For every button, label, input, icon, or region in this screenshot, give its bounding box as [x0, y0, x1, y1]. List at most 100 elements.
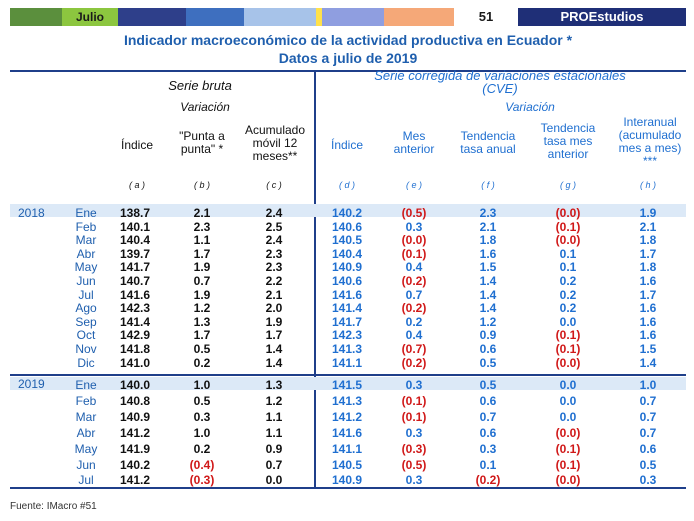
value-cell-c: 2.1: [265, 287, 283, 302]
header-serie-corregida-line1: Serie corregida de variaciones estaciona…: [374, 68, 626, 83]
header-serie-bruta: Serie bruta: [168, 78, 232, 93]
year-label-2019: 2019: [18, 377, 45, 391]
month-cell: Jul: [78, 473, 94, 488]
value-cell-f: 0.6: [479, 393, 497, 408]
band-swatch-green: [10, 8, 62, 26]
value-cell-a: 141.8: [119, 342, 151, 356]
value-cell-d: 140.5: [331, 233, 363, 248]
value-cell-b: (0.4): [189, 457, 215, 472]
value-cell-a: 141.2: [119, 473, 151, 488]
value-cell-h: 2.1: [639, 219, 657, 234]
value-cell-g: (0.0): [555, 206, 581, 220]
value-cell-e: (0.5): [401, 206, 427, 220]
value-cell-g: 0.0: [559, 378, 577, 392]
value-cell-d: 140.2: [331, 206, 363, 220]
value-cell-a: 140.8: [119, 393, 151, 408]
year-separator: [10, 374, 686, 376]
value-cell-c: 2.0: [265, 301, 283, 316]
header-interanual: Interanual (acumulado mes a mes) ***: [610, 116, 690, 168]
value-cell-f: 0.7: [479, 409, 497, 424]
value-cell-g: 0.0: [559, 409, 577, 424]
value-cell-b: 1.7: [193, 246, 211, 261]
value-cell-f: 1.2: [479, 314, 497, 329]
value-cell-e: (0.1): [401, 409, 427, 424]
value-cell-e: 0.7: [405, 287, 423, 302]
month-cell: Sep: [75, 314, 97, 329]
value-cell-d: 141.2: [331, 409, 363, 424]
value-cell-f: 2.1: [479, 219, 497, 234]
value-cell-a: 141.2: [119, 425, 151, 440]
value-cell-d: 140.9: [331, 260, 363, 275]
value-cell-g: 0.1: [559, 260, 577, 275]
value-cell-d: 140.6: [331, 274, 363, 288]
value-cell-a: 139.7: [119, 246, 151, 261]
header-mes-anterior: Mes anterior: [384, 130, 444, 156]
value-cell-h: 1.5: [639, 342, 657, 356]
value-cell-d: 141.3: [331, 393, 363, 408]
value-cell-b: 2.1: [193, 206, 211, 220]
value-cell-g: 0.2: [559, 274, 577, 288]
value-cell-f: 0.5: [479, 378, 497, 392]
header-indice-d: Índice: [330, 138, 364, 152]
value-cell-a: 142.9: [119, 328, 151, 343]
value-cell-c: 1.7: [265, 328, 283, 343]
value-cell-e: (0.2): [401, 274, 427, 288]
value-cell-f: 0.9: [479, 328, 497, 343]
value-cell-d: 140.6: [331, 219, 363, 234]
header-band: Julio 51 PROEstudios: [10, 8, 686, 26]
year-band-2019: [10, 377, 686, 390]
value-cell-d: 140.9: [331, 473, 363, 488]
value-cell-f: 0.6: [479, 425, 497, 440]
value-cell-h: 0.5: [639, 457, 657, 472]
value-cell-b: (0.3): [189, 473, 215, 488]
header-acumulado: Acumulado móvil 12 meses**: [240, 124, 310, 163]
month-cell: Feb: [75, 219, 97, 234]
value-cell-a: 140.1: [119, 219, 151, 234]
letter-b: ( b ): [193, 180, 210, 190]
header-e-line1: Mes: [402, 129, 426, 143]
value-cell-c: 2.2: [265, 274, 283, 288]
header-b-line2: punta" *: [180, 142, 224, 156]
value-cell-a: 138.7: [119, 206, 151, 220]
value-cell-d: 141.7: [331, 314, 363, 329]
value-cell-b: 0.2: [193, 441, 211, 456]
header-g-line2: tasa mes: [543, 134, 593, 148]
value-cell-e: (0.5): [401, 457, 427, 472]
header-indice-a: Índice: [120, 138, 154, 152]
value-cell-b: 1.9: [193, 287, 211, 302]
header-punta-a-punta: "Punta a punta" *: [172, 130, 232, 156]
value-cell-f: 0.3: [479, 441, 497, 456]
value-cell-g: 0.2: [559, 287, 577, 302]
value-cell-f: 0.6: [479, 342, 497, 356]
value-cell-h: 0.7: [639, 409, 657, 424]
value-cell-f: 1.8: [479, 233, 497, 248]
value-cell-h: 0.7: [639, 425, 657, 440]
value-cell-b: 1.2: [193, 301, 211, 316]
header-variacion-left: Variación: [180, 100, 230, 114]
value-cell-e: (0.2): [401, 301, 427, 316]
header-tendencia-mes: Tendencia tasa mes anterior: [530, 122, 606, 161]
value-cell-h: 1.8: [639, 260, 657, 275]
value-cell-c: 2.4: [265, 206, 283, 220]
value-cell-g: 0.2: [559, 301, 577, 316]
month-cell: Abr: [76, 425, 96, 440]
value-cell-g: (0.1): [555, 457, 581, 472]
band-swatch-orange: [384, 8, 454, 26]
value-cell-h: 1.6: [639, 328, 657, 343]
band-swatch-light-blue: [244, 8, 316, 26]
value-cell-c: 2.5: [265, 219, 283, 234]
header-h-line3: mes a mes): [618, 141, 682, 155]
value-cell-a: 140.9: [119, 409, 151, 424]
value-cell-c: 2.4: [265, 233, 283, 248]
header-g-line3: anterior: [547, 147, 589, 161]
value-cell-e: (0.1): [401, 246, 427, 261]
header-rule: [10, 70, 686, 72]
value-cell-e: 0.3: [405, 219, 423, 234]
month-cell: Jun: [76, 457, 96, 472]
header-f-line2: tasa anual: [460, 142, 516, 156]
value-cell-e: 0.3: [405, 473, 423, 488]
header-c-line3: meses**: [252, 149, 298, 163]
value-cell-e: 0.3: [405, 425, 423, 440]
month-cell: Ene: [75, 206, 97, 220]
value-cell-h: 1.6: [639, 301, 657, 316]
